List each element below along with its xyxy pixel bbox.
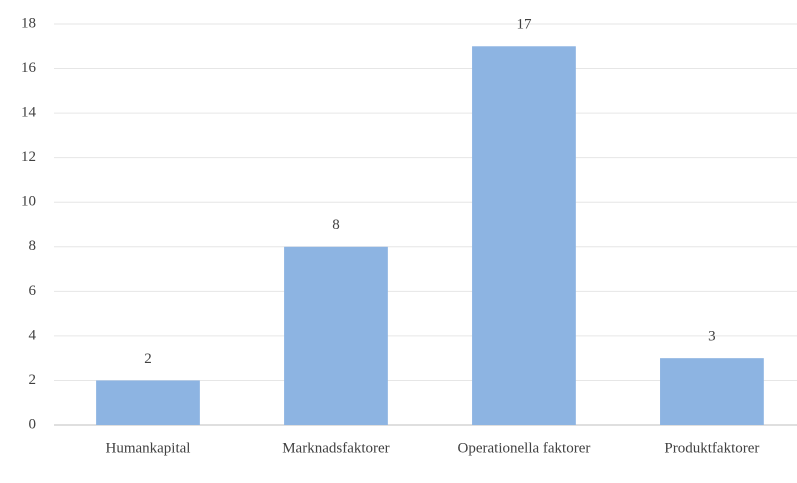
y-tick-label: 0 — [29, 416, 37, 432]
x-tick-label: Operationella faktorer — [458, 440, 591, 456]
x-tick-label: Produktfaktorer — [664, 440, 759, 456]
data-label: 2 — [144, 351, 152, 367]
y-tick-label: 2 — [29, 372, 37, 388]
data-label: 3 — [708, 329, 716, 345]
y-tick-label: 16 — [21, 60, 37, 76]
bar — [660, 358, 764, 425]
y-tick-label: 6 — [29, 283, 37, 299]
y-tick-label: 10 — [21, 194, 36, 210]
y-tick-label: 8 — [29, 238, 37, 254]
y-tick-label: 12 — [21, 149, 36, 165]
x-tick-label: Humankapital — [105, 440, 190, 456]
y-tick-label: 18 — [21, 15, 36, 31]
data-label: 8 — [332, 217, 340, 233]
bar — [284, 246, 388, 425]
data-label: 17 — [516, 17, 532, 33]
x-tick-label: Marknadsfaktorer — [282, 440, 389, 456]
bar — [96, 380, 200, 425]
bar — [472, 46, 576, 426]
y-tick-label: 14 — [21, 105, 37, 121]
y-tick-label: 4 — [29, 327, 37, 343]
